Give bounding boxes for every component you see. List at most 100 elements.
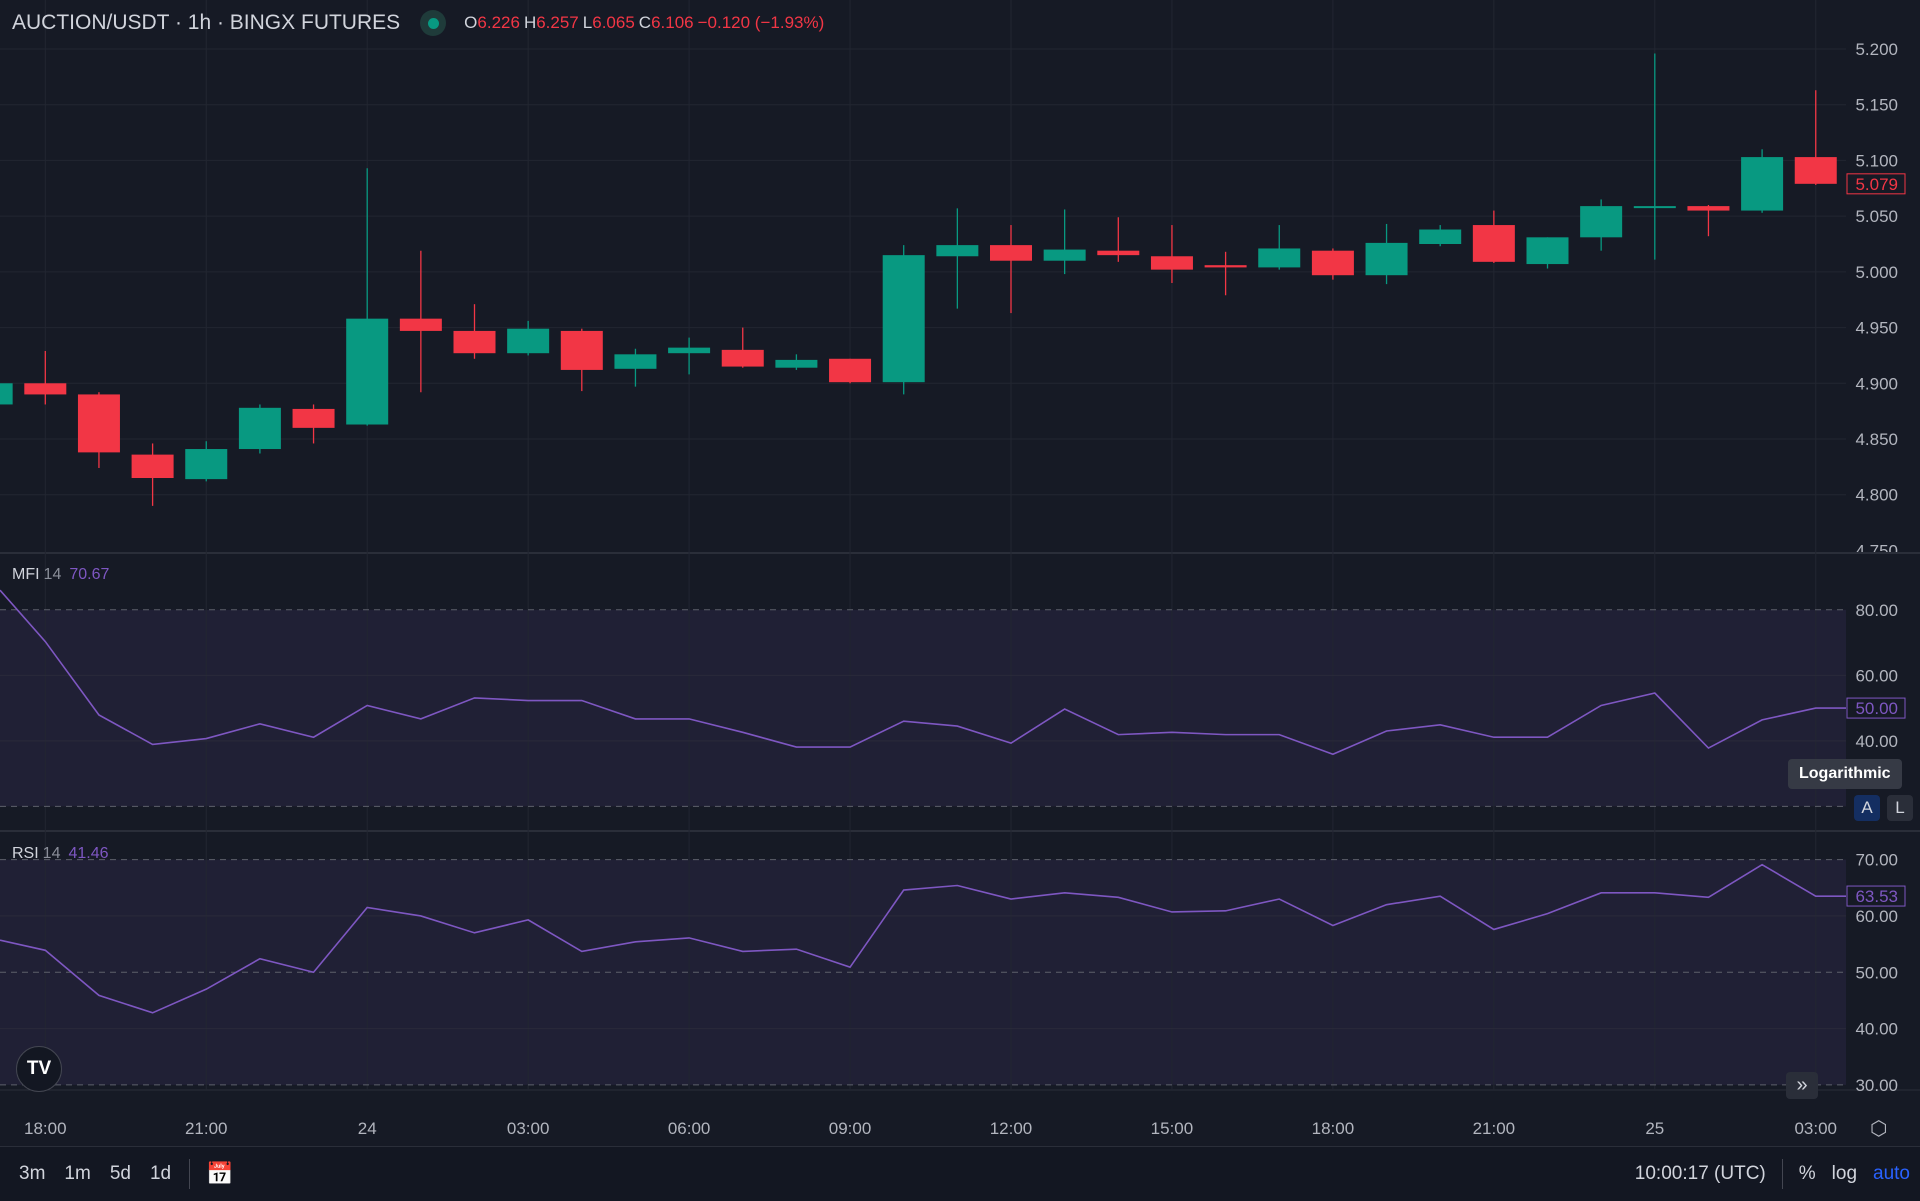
candle-body xyxy=(1741,157,1784,211)
candle-body xyxy=(1097,250,1140,256)
mfi-band xyxy=(0,609,1846,807)
price-tick-label: 5.100 xyxy=(1855,151,1898,170)
rsi-legend[interactable]: RSI 14 41.46 xyxy=(12,845,109,862)
time-tick-label: 03:00 xyxy=(507,1119,550,1138)
candle-body xyxy=(1580,206,1623,238)
percent-toggle[interactable]: % xyxy=(1798,1163,1816,1184)
candle-body xyxy=(990,245,1032,261)
ohlc-low: L6.065 xyxy=(582,13,635,32)
rsi-last-label-box xyxy=(1846,885,1906,907)
candle-body xyxy=(882,255,925,383)
candle-body xyxy=(399,318,442,331)
price-tick-label: 4.800 xyxy=(1855,486,1898,505)
clock: 10:00:17 (UTC) xyxy=(1634,1163,1766,1184)
time-tick-label: 24 xyxy=(358,1119,377,1138)
log-scale-button[interactable]: L xyxy=(1887,795,1913,821)
log-toggle[interactable]: log xyxy=(1831,1163,1858,1184)
chart-canvas[interactable]: 18:00 21:00 24 03:00 06:00 09:00 12:00 15:00 18:… xyxy=(0,0,1920,1146)
goto-date-icon[interactable]: 📅 xyxy=(206,1161,234,1186)
candle-body xyxy=(0,383,13,405)
mfi-pane xyxy=(0,553,1846,831)
candle-body xyxy=(1526,237,1569,265)
mfi-last-label: 50.00 xyxy=(1855,699,1898,718)
price-tick-label: 4.750 xyxy=(1855,541,1898,560)
time-tick-label: 12:00 xyxy=(990,1119,1033,1138)
range-5d[interactable]: 5d xyxy=(109,1163,131,1184)
candle-body xyxy=(292,408,335,428)
range-3m[interactable]: 3m xyxy=(19,1163,46,1184)
mfi-last-label-box xyxy=(1846,697,1906,719)
auto-scale-button[interactable]: A xyxy=(1854,795,1880,821)
rsi-band xyxy=(0,859,1846,1085)
candle-body xyxy=(1150,256,1193,270)
mfi-line xyxy=(0,589,1846,756)
mfi-tick-label: 80.00 xyxy=(1855,601,1898,620)
candle-body xyxy=(1258,248,1301,268)
time-tick-label: 18:00 xyxy=(1312,1119,1355,1138)
tradingview-logo[interactable]: TV xyxy=(16,1046,62,1092)
candle-body xyxy=(346,318,389,425)
scroll-to-realtime-button[interactable]: » xyxy=(1786,1072,1818,1099)
candle-body xyxy=(1472,225,1515,262)
logarithmic-tooltip: Logarithmic xyxy=(1788,759,1902,789)
symbol-legend: AUCTION/USDT · 1h · BINGX FUTURES O6.226… xyxy=(12,10,828,36)
price-tick-label: 5.000 xyxy=(1855,263,1898,282)
candle-body xyxy=(775,359,818,368)
time-tick-label: 25 xyxy=(1645,1119,1664,1138)
candle-body xyxy=(453,330,496,354)
market-status-icon xyxy=(420,10,447,36)
candle-body xyxy=(1633,206,1676,209)
divider xyxy=(189,1159,191,1189)
price-tick-label: 5.150 xyxy=(1855,96,1898,115)
candle-body xyxy=(1687,206,1730,211)
rsi-tick-label: 70.00 xyxy=(1855,851,1898,870)
candle-body xyxy=(1043,249,1086,261)
ohlc-close: C6.106 xyxy=(638,13,694,32)
candle-body xyxy=(1794,157,1837,184)
auto-toggle[interactable]: auto xyxy=(1873,1163,1910,1184)
candle-body xyxy=(24,383,67,395)
time-tick-label: 06:00 xyxy=(668,1119,711,1138)
range-1m[interactable]: 1m xyxy=(64,1163,91,1184)
candle-body xyxy=(721,349,764,367)
rsi-tick-label: 40.00 xyxy=(1855,1020,1898,1039)
mfi-legend[interactable]: MFI 14 70.67 xyxy=(12,566,110,583)
candle-body xyxy=(1419,229,1462,245)
symbol-title[interactable]: AUCTION/USDT · 1h · BINGX FUTURES xyxy=(12,11,401,34)
time-tick-label: 03:00 xyxy=(1794,1119,1837,1138)
divider xyxy=(1781,1159,1783,1189)
candle-body xyxy=(238,407,281,450)
ohlc-high: H6.257 xyxy=(523,13,579,32)
candle-body xyxy=(614,354,657,369)
time-tick-label: 09:00 xyxy=(829,1119,872,1138)
settings-icon[interactable]: ⬡ xyxy=(1870,1118,1888,1140)
candle-body xyxy=(185,449,228,480)
rsi-line xyxy=(0,863,1846,1014)
candle-body xyxy=(936,245,979,257)
candle-body xyxy=(77,394,120,453)
ohlc-change: −0.120 (−1.93%) xyxy=(697,13,825,32)
price-tick-label: 5.200 xyxy=(1855,40,1898,59)
price-tick-label: 4.900 xyxy=(1855,374,1898,393)
rsi-tick-label: 50.00 xyxy=(1855,963,1898,982)
range-1d[interactable]: 1d xyxy=(149,1163,172,1184)
ohlc-open: O6.226 xyxy=(464,13,520,32)
mfi-tick-label: 40.00 xyxy=(1855,732,1898,751)
price-tick-label: 4.950 xyxy=(1855,319,1898,338)
mfi-tick-label: 60.00 xyxy=(1855,666,1898,685)
price-tick-label: 4.850 xyxy=(1855,430,1898,449)
candle-body xyxy=(1365,242,1408,276)
candle-body xyxy=(131,454,174,479)
candle-body xyxy=(560,330,603,370)
rsi-tick-label: 60.00 xyxy=(1855,907,1898,926)
price-tick-label: 5.050 xyxy=(1855,207,1898,226)
time-tick-label: 15:00 xyxy=(1151,1119,1194,1138)
last-price-box xyxy=(1846,173,1906,195)
candle-body xyxy=(668,347,711,354)
time-tick-label: 21:00 xyxy=(1473,1119,1516,1138)
last-price-label: 5.079 xyxy=(1855,175,1898,194)
time-tick-label: 18:00 xyxy=(24,1119,67,1138)
candle-body xyxy=(1204,265,1247,268)
rsi-tick-label: 30.00 xyxy=(1855,1076,1898,1095)
time-tick-label: 21:00 xyxy=(185,1119,228,1138)
